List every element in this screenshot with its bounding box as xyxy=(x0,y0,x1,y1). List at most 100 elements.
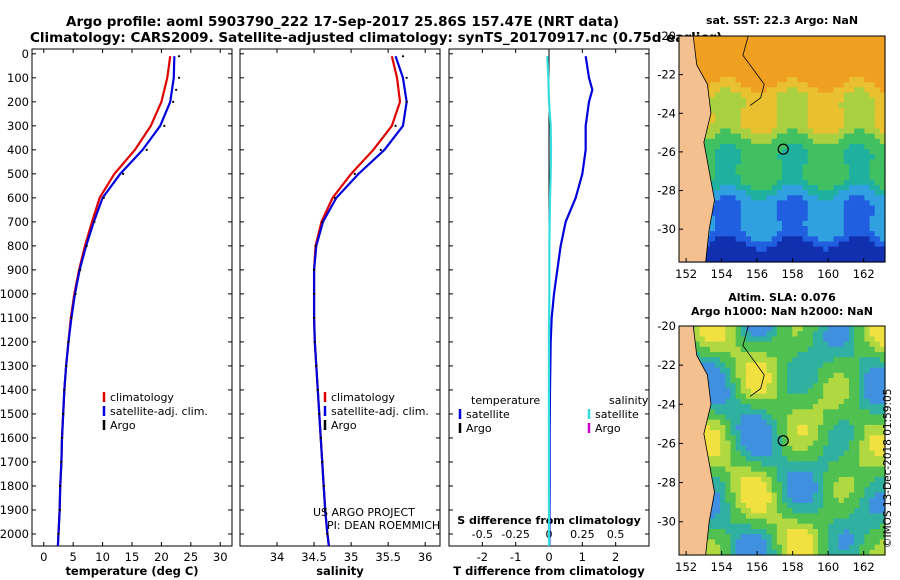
map-cell xyxy=(787,409,793,416)
map-cell xyxy=(869,215,876,222)
map-cell xyxy=(838,424,845,431)
map-cell xyxy=(797,241,804,248)
map-cell xyxy=(838,241,845,248)
map-cell xyxy=(874,352,881,358)
map-cell xyxy=(709,476,716,483)
map-cell xyxy=(730,456,737,462)
map-cell xyxy=(828,341,835,348)
map-cell xyxy=(859,508,865,514)
map-cell xyxy=(869,549,876,556)
map-cell xyxy=(745,534,752,540)
map-cell xyxy=(720,482,726,488)
map-cell xyxy=(709,539,716,546)
map-cell xyxy=(859,471,865,478)
map-cell xyxy=(807,205,814,212)
map-cell xyxy=(782,362,788,369)
figure-title-line1: Argo profile: aoml 5903790_222 17-Sep-20… xyxy=(66,14,620,30)
map-cell xyxy=(740,215,747,222)
map-cell xyxy=(859,482,865,488)
map-cell xyxy=(725,41,732,47)
map-cell xyxy=(704,419,711,426)
map-cell xyxy=(735,336,742,343)
map-cell xyxy=(740,174,747,181)
map-cell xyxy=(740,97,747,104)
map-cell xyxy=(823,476,829,483)
map-cell xyxy=(704,133,711,140)
map-cell xyxy=(828,87,835,94)
map-cell xyxy=(725,241,732,248)
map-cell xyxy=(833,169,840,176)
map-cell xyxy=(771,102,778,109)
map-cell xyxy=(797,92,804,99)
map-cell xyxy=(782,471,788,478)
map-cell xyxy=(812,143,819,150)
map-cell xyxy=(761,154,768,160)
map-cell xyxy=(838,195,845,201)
map-cell xyxy=(735,523,742,530)
map-cell xyxy=(859,133,865,140)
map-cell xyxy=(704,331,711,338)
map-cell xyxy=(848,226,855,232)
map-cell xyxy=(874,241,881,248)
map-cell xyxy=(812,184,819,191)
map-cell xyxy=(740,231,747,237)
map-cell xyxy=(869,138,876,145)
argo-point xyxy=(177,76,181,79)
map-cell xyxy=(807,246,814,253)
map-cell xyxy=(766,435,773,442)
map-cell xyxy=(812,362,819,369)
map-cell xyxy=(720,71,726,78)
map-cell xyxy=(792,445,799,452)
map-cell xyxy=(864,388,871,395)
map-cell xyxy=(720,236,726,243)
map-cell xyxy=(704,256,711,263)
map-cell xyxy=(833,352,840,358)
map-cell xyxy=(802,241,809,248)
map-cell xyxy=(776,56,783,63)
map-cell xyxy=(756,326,762,332)
map-cell xyxy=(782,169,788,176)
map-cell xyxy=(709,36,716,42)
map-cell xyxy=(709,97,716,104)
map-cell xyxy=(859,539,865,546)
map-cell xyxy=(745,523,752,530)
map-cell xyxy=(848,414,855,421)
map-cell xyxy=(812,251,819,258)
map-cell xyxy=(766,523,773,530)
map-cell xyxy=(735,46,742,53)
map-cell xyxy=(771,82,778,88)
map-cell xyxy=(787,246,793,253)
lon-tick-label: 152 xyxy=(675,267,697,281)
map-cell xyxy=(859,113,865,119)
map-cell xyxy=(874,143,881,150)
map-cell xyxy=(828,497,835,504)
map-cell xyxy=(715,51,721,58)
map-cell xyxy=(823,195,829,201)
map-cell xyxy=(828,154,835,160)
map-cell xyxy=(854,123,860,130)
map-cell xyxy=(782,466,788,473)
map-cell xyxy=(812,456,819,462)
map-cell xyxy=(797,440,804,447)
map-cell xyxy=(859,169,865,176)
map-cell xyxy=(854,440,860,447)
map-cell xyxy=(859,149,865,155)
map-cell xyxy=(725,440,732,447)
map-cell xyxy=(715,424,721,431)
map-cell xyxy=(828,409,835,416)
map-cell xyxy=(879,497,886,504)
map-cell xyxy=(869,128,876,135)
map-cell xyxy=(864,471,871,478)
map-cell xyxy=(848,215,855,222)
x-tick-label: -2 xyxy=(477,550,488,564)
map-cell xyxy=(787,82,793,88)
map-cell xyxy=(859,372,865,379)
map-cell xyxy=(787,179,793,186)
map-cell xyxy=(715,241,721,248)
map-cell xyxy=(756,528,762,535)
map-cell xyxy=(709,159,716,166)
map-cell xyxy=(879,154,886,160)
map-cell xyxy=(782,492,788,499)
map-cell xyxy=(776,87,783,94)
map-cell xyxy=(833,346,840,353)
